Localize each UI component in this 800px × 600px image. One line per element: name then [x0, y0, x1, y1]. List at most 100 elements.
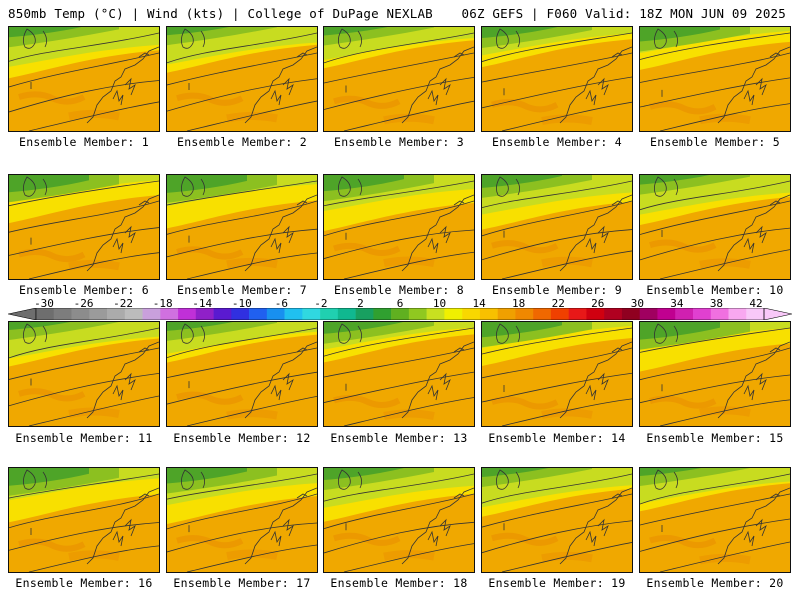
- colorbar-swatch: [746, 308, 765, 320]
- colorbar-tick-label: 18: [512, 297, 526, 310]
- temperature-map: [482, 175, 632, 279]
- colorbar-swatch: [444, 308, 463, 320]
- temperature-map: [9, 322, 159, 426]
- ensemble-map-panel[interactable]: [639, 174, 791, 280]
- colorbar-swatch: [675, 308, 694, 320]
- colorbar-tick-label: -14: [192, 297, 213, 310]
- colorbar-swatch: [408, 308, 427, 320]
- colorbar-swatch: [320, 308, 339, 320]
- ensemble-map-panel[interactable]: [166, 26, 318, 132]
- ensemble-map-panel[interactable]: [323, 467, 475, 573]
- colorbar-swatch: [337, 308, 356, 320]
- colorbar-swatch: [391, 308, 410, 320]
- ensemble-member-label: Ensemble Member: 6: [18, 283, 150, 297]
- ensemble-map-panel[interactable]: [8, 26, 160, 132]
- colorbar-swatch: [142, 308, 161, 320]
- temperature-map: [324, 468, 474, 572]
- ensemble-map-panel[interactable]: [323, 26, 475, 132]
- ensemble-member-label: Ensemble Member: 15: [646, 431, 784, 445]
- ensemble-member-label: Ensemble Member: 8: [333, 283, 465, 297]
- ensemble-map-panel[interactable]: [8, 174, 160, 280]
- ensemble-map-panel[interactable]: [639, 26, 791, 132]
- run-valid-time: 06Z GEFS | F060 Valid: 18Z MON JUN 09 20…: [461, 6, 786, 21]
- ensemble-map-panel[interactable]: [481, 467, 633, 573]
- colorbar-tick-label: 30: [630, 297, 644, 310]
- ensemble-member-label: Ensemble Member: 13: [330, 431, 468, 445]
- colorbar-swatch: [71, 308, 90, 320]
- temperature-map: [167, 175, 317, 279]
- colorbar-swatch: [195, 308, 214, 320]
- ensemble-member-label: Ensemble Member: 17: [173, 576, 311, 590]
- ensemble-map-panel[interactable]: [323, 321, 475, 427]
- map-title: 850mb Temp (°C) | Wind (kts) | College o…: [8, 6, 433, 21]
- colorbar-swatch: [53, 308, 72, 320]
- temperature-map: [324, 175, 474, 279]
- temperature-map: [167, 322, 317, 426]
- ensemble-map-panel[interactable]: [166, 321, 318, 427]
- temperature-map: [640, 27, 790, 131]
- ensemble-map-panel[interactable]: [481, 26, 633, 132]
- temperature-map: [9, 175, 159, 279]
- colorbar-swatch: [621, 308, 641, 320]
- colorbar-swatch: [497, 308, 516, 320]
- colorbar-swatch: [373, 308, 392, 320]
- temperature-map: [640, 468, 790, 572]
- colorbar-tick-label: 26: [591, 297, 605, 310]
- ensemble-member-label: Ensemble Member: 3: [333, 135, 465, 149]
- colorbar-tick-label: -30: [34, 297, 54, 310]
- colorbar-swatch: [710, 308, 729, 320]
- ensemble-map-panel[interactable]: [481, 321, 633, 427]
- temperature-map: [482, 322, 632, 426]
- temperature-map: [324, 322, 474, 426]
- temperature-map: [482, 27, 632, 131]
- colorbar-max-arrow: [763, 308, 792, 320]
- colorbar-swatch: [586, 308, 605, 320]
- colorbar-swatch: [657, 308, 676, 320]
- colorbar-swatch: [89, 308, 108, 320]
- colorbar-swatch: [604, 308, 623, 320]
- ensemble-map-panel[interactable]: [639, 321, 791, 427]
- temperature-map: [640, 175, 790, 279]
- colorbar-tick-label: 2: [357, 297, 364, 310]
- ensemble-map-panel[interactable]: [481, 174, 633, 280]
- temperature-map: [9, 468, 159, 572]
- temperature-map: [167, 27, 317, 131]
- ensemble-member-label: Ensemble Member: 7: [176, 283, 308, 297]
- colorbar-tick-label: 10: [432, 297, 447, 310]
- colorbar-swatch: [426, 308, 445, 320]
- ensemble-member-label: Ensemble Member: 16: [15, 576, 153, 590]
- temperature-colorbar: [8, 308, 792, 320]
- colorbar-swatch: [728, 308, 747, 320]
- ensemble-map-panel[interactable]: [8, 321, 160, 427]
- colorbar-swatch: [550, 308, 569, 320]
- temperature-map: [324, 27, 474, 131]
- ensemble-member-label: Ensemble Member: 5: [649, 135, 781, 149]
- colorbar-swatch: [107, 308, 126, 320]
- colorbar-swatch: [284, 308, 303, 320]
- colorbar-swatch: [639, 308, 658, 320]
- ensemble-map-panel[interactable]: [8, 467, 160, 573]
- colorbar-swatch: [178, 308, 197, 320]
- colorbar-tick-label: 34: [670, 297, 684, 310]
- colorbar-tick-label: -6: [274, 297, 288, 310]
- colorbar-swatch: [355, 308, 374, 320]
- ensemble-map-panel[interactable]: [166, 467, 318, 573]
- colorbar-tick-label: -2: [314, 297, 328, 310]
- colorbar-tick-label: 38: [709, 297, 724, 310]
- colorbar-tick-label: 42: [749, 297, 763, 310]
- colorbar-tick-label: 6: [396, 297, 404, 310]
- ensemble-member-label: Ensemble Member: 11: [15, 431, 153, 445]
- colorbar-swatch: [36, 308, 55, 320]
- temperature-map: [482, 468, 632, 572]
- ensemble-map-panel[interactable]: [639, 467, 791, 573]
- ensemble-map-panel[interactable]: [166, 174, 318, 280]
- colorbar-swatch: [160, 308, 179, 320]
- colorbar-tick-label: -22: [113, 297, 134, 310]
- colorbar-swatch: [515, 308, 534, 320]
- colorbar-swatch: [692, 308, 712, 320]
- ensemble-map-panel[interactable]: [323, 174, 475, 280]
- colorbar-swatch: [533, 308, 552, 320]
- colorbar-swatch: [302, 308, 321, 320]
- colorbar-tick-label: 22: [551, 297, 565, 310]
- colorbar-swatch: [124, 308, 143, 320]
